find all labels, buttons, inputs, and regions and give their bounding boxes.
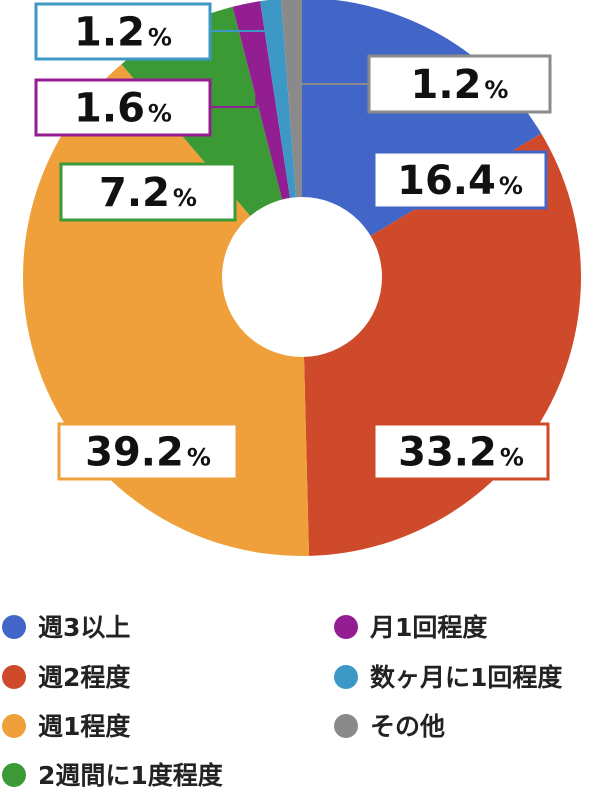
data-label-5: 1.6% xyxy=(34,78,212,137)
data-label-box xyxy=(34,2,212,61)
slice-7 xyxy=(281,0,302,277)
legend-item-5: 月1回程度 xyxy=(334,613,487,642)
data-label-box xyxy=(57,422,239,481)
data-label-text: 7.2% xyxy=(99,170,197,216)
legend-item-4: 2週間に1度程度 xyxy=(2,761,223,790)
slice-4 xyxy=(121,6,302,278)
data-label-text: 1.2% xyxy=(411,62,509,108)
leader-lines xyxy=(210,30,369,108)
legend-label: 週1程度 xyxy=(38,712,130,741)
data-label-text: 33.2% xyxy=(398,430,524,476)
legend-label: 月1回程度 xyxy=(369,613,487,642)
legend-label: 週2程度 xyxy=(38,663,130,692)
data-label-4: 7.2% xyxy=(59,162,237,222)
data-label-box xyxy=(367,54,552,114)
data-label-text: 16.4% xyxy=(397,158,523,204)
data-label-box xyxy=(59,162,237,222)
donut-hole xyxy=(222,197,382,357)
legend-swatch xyxy=(334,665,358,689)
legend-swatch xyxy=(334,714,358,738)
data-label-box xyxy=(372,422,550,481)
data-label-box xyxy=(372,150,548,210)
data-label-text: 1.2% xyxy=(74,10,172,56)
legend-label: その他 xyxy=(370,712,445,741)
legend-item-1: 週3以上 xyxy=(2,613,130,642)
legend-swatch xyxy=(2,665,26,689)
legend-swatch xyxy=(334,615,358,639)
data-label-3: 39.2% xyxy=(57,422,239,481)
leader-line-7 xyxy=(292,48,369,85)
data-label-box xyxy=(34,78,212,137)
legend-item-7: その他 xyxy=(334,712,445,741)
legend-swatch xyxy=(2,714,26,738)
data-label-text: 39.2% xyxy=(85,430,211,476)
legend-item-2: 週2程度 xyxy=(2,663,130,692)
leader-line-6 xyxy=(210,30,278,50)
legend-label: 週3以上 xyxy=(38,613,130,642)
legend-item-3: 週1程度 xyxy=(2,712,130,741)
legend-item-6: 数ヶ月に1回程度 xyxy=(334,663,562,692)
legend-swatch xyxy=(2,615,26,639)
legend-label: 2週間に1度程度 xyxy=(38,761,223,790)
data-labels: 16.4 % 33.2 % 39.2 % 7.2 % 1.6 % 1.2 % 1.2% xyxy=(34,2,552,481)
data-label-2: 33.2% xyxy=(372,422,550,481)
legend-label: 数ヶ月に1回程度 xyxy=(370,663,562,692)
legend-swatch xyxy=(2,763,26,787)
data-label-text: 1.6% xyxy=(74,86,172,132)
data-label-1: 16.4% xyxy=(372,150,548,210)
data-label-6: 1.2% xyxy=(34,2,212,61)
leader-line-5 xyxy=(210,52,258,108)
data-label-7: 1.2% xyxy=(367,54,552,114)
